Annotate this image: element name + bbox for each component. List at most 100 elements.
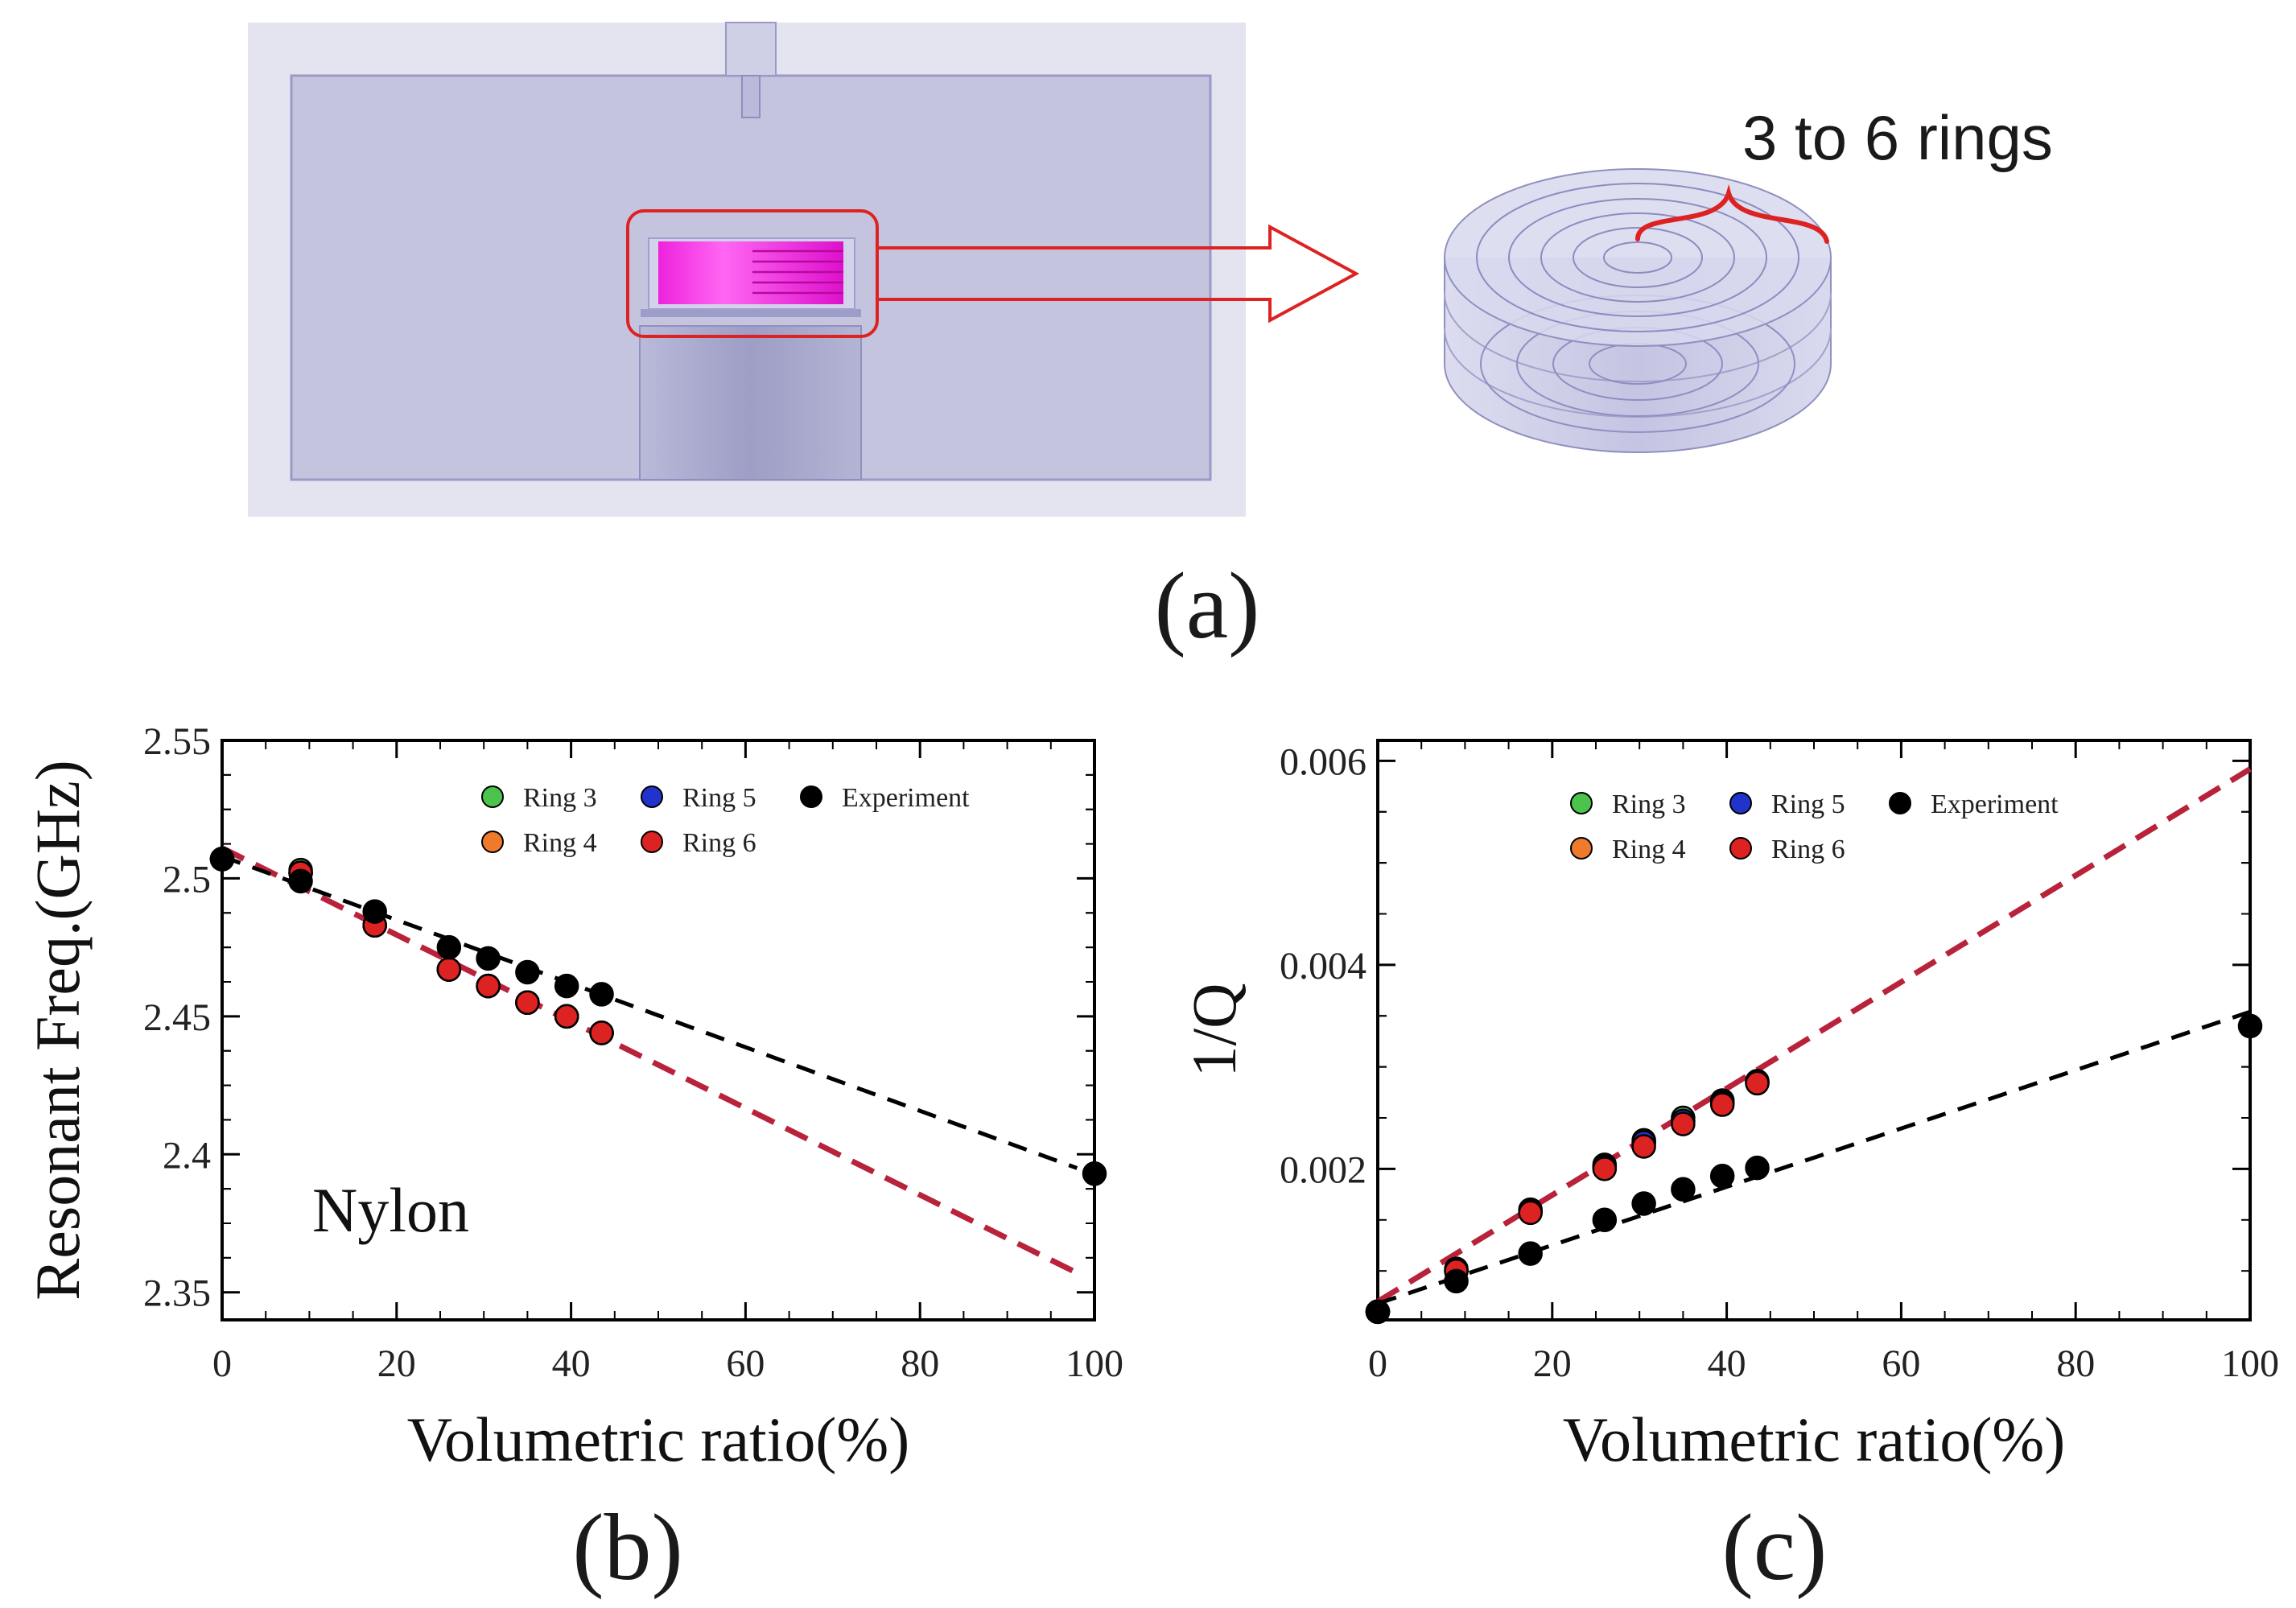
legend-marker-experiment [800,785,822,808]
legend-marker-ring-5 [641,785,663,808]
ring-boundaries [752,249,843,295]
x-tick-label: 20 [1533,1342,1572,1385]
point-ring-6 [1671,1111,1696,1136]
panel-a-label: (a) [1155,553,1260,658]
point-experiment [554,973,579,999]
x-tick-label: 20 [377,1342,416,1385]
x-tick-label: 100 [1066,1342,1123,1385]
y-tick-label: 2.4 [163,1134,211,1177]
point-ring-6 [1592,1157,1618,1181]
coupling-probe [741,75,761,118]
y-tick-label: 0.002 [1280,1148,1366,1191]
point-ring-6 [1631,1134,1656,1159]
zoom-arrow [877,224,1360,324]
data-points [209,847,1107,1186]
legend-label-ring-4: Ring 4 [1612,835,1686,864]
legend-marker-ring-4 [1570,837,1593,860]
sample-support-plate [641,309,861,317]
x-tick-label: 80 [2056,1342,2095,1385]
ring-brace [1635,184,1829,244]
legend-label-ring-3: Ring 3 [523,783,597,813]
point-experiment [1671,1177,1696,1202]
plot-frame [1376,739,2252,1321]
point-experiment [2237,1013,2263,1039]
legend-marker-ring-5 [1729,792,1752,814]
coupling-port [725,22,777,76]
y-tick-label: 2.5 [163,858,211,901]
axis-ticks: 0 20 40 60 80 100 0.002 0.004 0.006 [1280,740,2279,1385]
point-ring-6 [1518,1200,1543,1226]
legend-label-ring-6: Ring 6 [1771,835,1845,864]
x-axis-title: Volumetric ratio(%) [407,1404,910,1474]
legend-label-ring-6: Ring 6 [682,828,756,858]
legend-marker-ring-6 [641,831,663,853]
y-tick-label: 0.004 [1280,945,1366,987]
y-tick-label: 2.55 [143,720,211,763]
cavity-drawing [248,22,1360,517]
highlight-box [626,209,879,338]
point-experiment [1709,1164,1735,1189]
material-annotation: Nylon [312,1175,469,1245]
legend-label-ring-5: Ring 5 [1771,790,1845,819]
point-ring-6 [1709,1092,1735,1117]
legend-marker-ring-3 [1570,792,1593,814]
point-experiment [1365,1299,1391,1325]
point-ring-6 [515,990,540,1015]
legend: Ring 3 Ring 4 Ring 5 Ring 6 Experiment [1570,790,2059,864]
sample-holder-post [639,325,862,480]
chart-inverse-q: 0 20 40 60 80 100 0.002 0.004 0.006 Ring 3 Ring 4… [1179,739,2279,1600]
point-experiment [209,847,235,872]
point-ring-6 [1745,1070,1770,1096]
y-tick-label: 2.35 [143,1272,211,1315]
point-experiment [1592,1207,1618,1233]
point-experiment [1444,1268,1469,1294]
x-tick-label: 60 [726,1342,765,1385]
x-tick-label: 0 [212,1342,232,1385]
point-experiment [1082,1161,1107,1186]
panel-b-label: (b) [572,1495,683,1600]
y-tick-label: 2.45 [143,996,211,1039]
x-tick-label: 0 [1368,1342,1387,1385]
point-ring-6 [554,1004,579,1029]
legend-label-ring-3: Ring 3 [1612,790,1686,819]
legend-marker-ring-6 [1729,837,1752,860]
x-tick-label: 100 [2221,1342,2279,1385]
y-axis-title: 1/Q [1179,983,1249,1078]
panel-a: 3 to 6 rings (a) [248,22,2053,658]
ring-stack-3d [1444,168,1832,453]
legend-marker-ring-4 [481,831,504,853]
x-axis-title: Volumetric ratio(%) [1563,1404,2066,1474]
legend-label-ring-4: Ring 4 [523,828,597,858]
y-axis-title: Resonant Freq.(GHz) [23,760,93,1301]
legend-marker-experiment [1889,792,1911,814]
x-tick-label: 40 [1708,1342,1746,1385]
point-experiment [1745,1155,1770,1181]
point-ring-6 [589,1020,614,1045]
point-experiment [288,868,313,894]
point-experiment [476,946,501,971]
fit-line-experiment [221,854,1078,1170]
ring-stack-top [1444,168,1832,347]
point-ring-6 [436,957,462,982]
legend-label-experiment: Experiment [1931,790,2059,819]
x-tick-label: 60 [1882,1342,1920,1385]
axis-ticks: 0 20 40 60 80 100 2.35 2.4 2.45 2.5 2.55 [143,720,1123,1385]
fit-line-experiment [1377,1009,2251,1306]
point-experiment [515,959,540,985]
data-points [1365,1013,2263,1325]
point-experiment [1631,1191,1656,1216]
point-experiment [1518,1241,1543,1266]
point-ring-6 [476,973,501,999]
panel-c-label: (c) [1722,1495,1828,1600]
legend-label-ring-5: Ring 5 [682,783,756,813]
point-experiment [589,982,614,1007]
legend-marker-ring-3 [481,785,504,808]
point-experiment [362,899,387,924]
chart-resonant-frequency: 0 20 40 60 80 100 2.35 2.4 2.45 2.5 2.55 Ring 3 Rin… [23,720,1123,1600]
ring-outlines [1476,183,1799,332]
y-tick-label: 0.006 [1280,740,1366,783]
x-tick-label: 80 [901,1342,939,1385]
legend-label-experiment: Experiment [842,783,970,813]
x-tick-label: 40 [552,1342,591,1385]
